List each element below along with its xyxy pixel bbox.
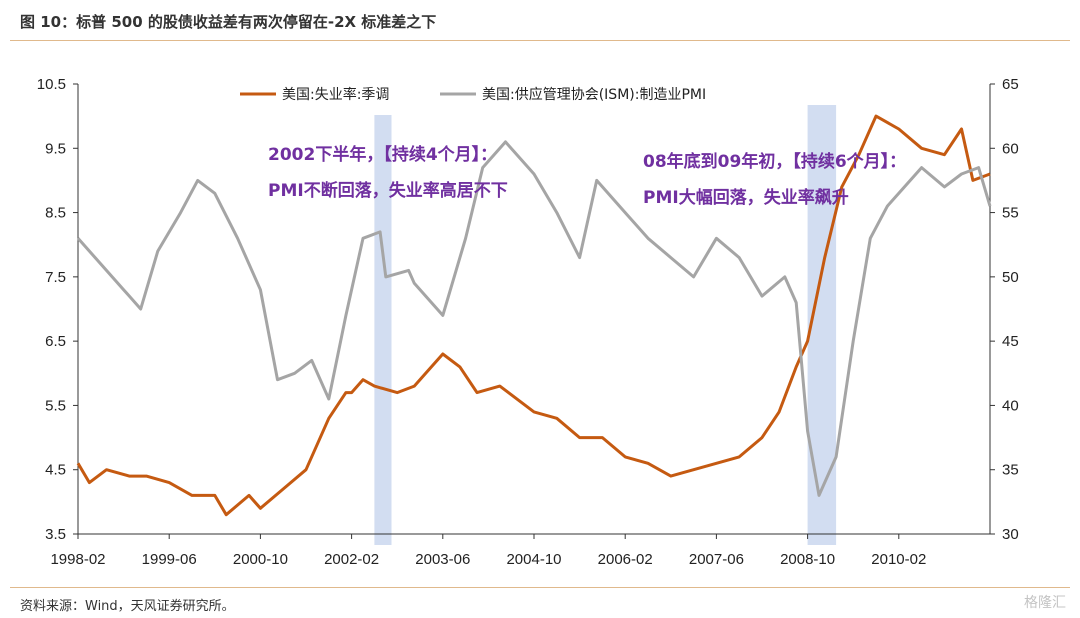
y-left-tick-label: 3.5 (45, 526, 66, 543)
y-right-tick-label: 65 (1002, 76, 1019, 93)
annotation-1-line-2: PMI不断回落，失业率高居不下 (268, 180, 508, 201)
x-tick-label: 2007-06 (689, 551, 744, 568)
series-line-1 (76, 114, 991, 517)
watermark: 格隆汇 (1024, 595, 1066, 611)
x-tick-label: 2004-10 (506, 551, 561, 568)
footer-divider (10, 587, 1070, 588)
y-right-tick-label: 60 (1002, 140, 1019, 157)
annotation-1-line-1: 2002下半年，【持续4个月】： (268, 144, 497, 165)
y-right-tick-label: 30 (1002, 526, 1019, 543)
y-left-tick-label: 10.5 (37, 76, 66, 93)
y-right-tick-label: 35 (1002, 462, 1019, 479)
x-tick-label: 2003-06 (415, 551, 470, 568)
y-left-tick-label: 7.5 (45, 269, 66, 286)
y-right-tick-label: 55 (1002, 205, 1019, 222)
x-tick-label: 2000-10 (233, 551, 288, 568)
annotation-2-line-1: 08年底到09年初，【持续6个月】： (643, 151, 906, 172)
legend-label-2: 美国:供应管理协会(ISM):制造业PMI (482, 86, 706, 103)
y-right-tick-label: 45 (1002, 333, 1019, 350)
y-left-tick-label: 8.5 (45, 205, 66, 222)
title-divider (10, 40, 1070, 41)
x-tick-label: 2002-02 (324, 551, 379, 568)
series-line-2 (76, 140, 992, 497)
annotation-2-line-2: PMI大幅回落，失业率飙升 (643, 187, 849, 208)
legend-label-1: 美国:失业率:季调 (282, 86, 389, 103)
x-tick-label: 1998-02 (50, 551, 105, 568)
shaded-period-1 (374, 115, 392, 545)
y-left-tick-label: 5.5 (45, 397, 66, 414)
y-right-tick-label: 50 (1002, 269, 1019, 286)
y-left-tick-label: 6.5 (45, 333, 66, 350)
figure-title: 图 10：标普 500 的股债收益差有两次停留在-2X 标准差之下 (20, 13, 437, 31)
y-left-tick-label: 9.5 (45, 140, 66, 157)
x-tick-label: 1999-06 (142, 551, 197, 568)
x-tick-label: 2010-02 (871, 551, 926, 568)
y-left-tick-label: 4.5 (45, 462, 66, 479)
y-right-tick-label: 40 (1002, 397, 1019, 414)
x-tick-label: 2008-10 (780, 551, 835, 568)
x-tick-label: 2006-02 (598, 551, 653, 568)
source-note: 资料来源：Wind，天风证券研究所。 (20, 599, 235, 614)
